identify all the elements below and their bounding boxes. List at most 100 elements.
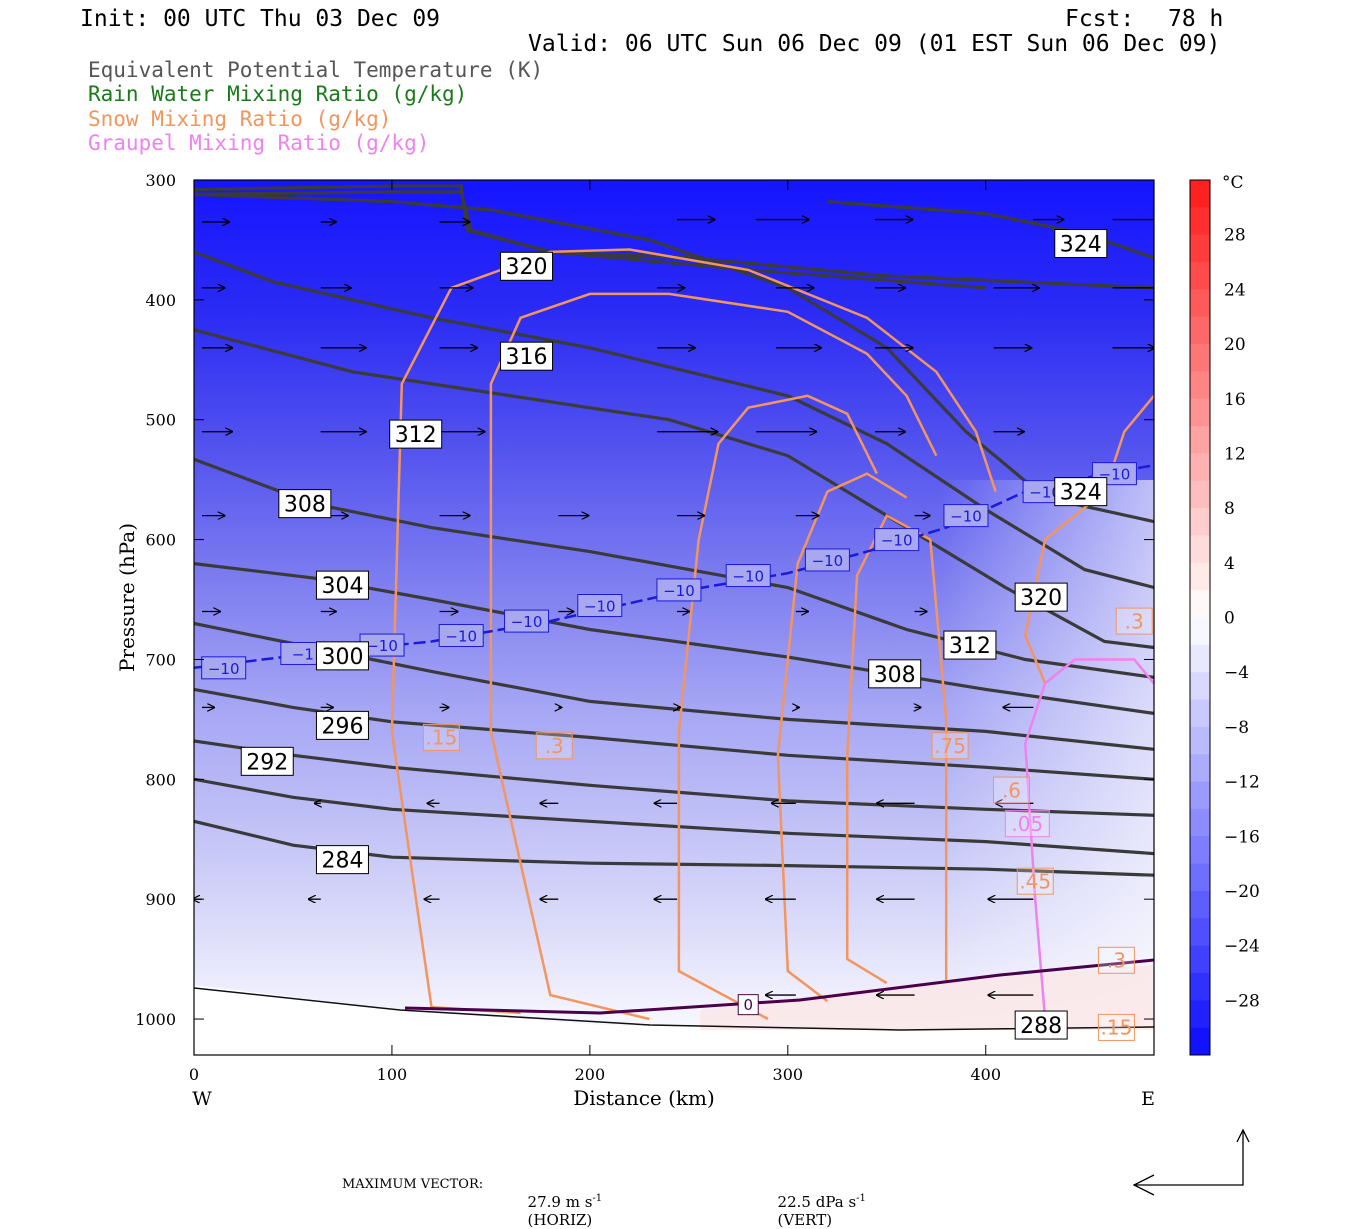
legend-theta-e: Equivalent Potential Temperature (K)	[88, 58, 544, 82]
snow-contours	[390, 248, 1154, 1021]
y-tick-label: 900	[145, 890, 176, 909]
colorbar-band	[1190, 344, 1210, 372]
svg-text:324: 324	[1060, 481, 1102, 506]
contour-label-theta: 308	[278, 489, 332, 519]
colorbar-band	[1190, 617, 1210, 646]
y-tick-label: 700	[145, 650, 176, 669]
theta-e-contour-304	[194, 562, 1154, 715]
colorbar-band	[1190, 781, 1210, 810]
isotherm-label: −10	[577, 594, 623, 618]
legend-rain: Rain Water Mixing Ratio (g/kg)	[88, 82, 468, 106]
svg-text:−10: −10	[732, 568, 764, 586]
svg-text:296: 296	[321, 714, 363, 739]
colorbar-band	[1190, 726, 1210, 755]
snow-contour-.75	[845, 513, 948, 985]
colorbar-band	[1190, 398, 1210, 427]
colorbar-tick-label: −8	[1224, 718, 1249, 738]
contour-label-theta: 324	[1054, 229, 1108, 259]
svg-text:.15: .15	[426, 726, 458, 750]
isotherm-label: −10	[438, 623, 484, 647]
theta-e-contour-288	[194, 777, 1154, 856]
svg-text:284: 284	[321, 849, 363, 874]
contour-labels: 320 324 316 312 308 324 304 320 312 300 308 296 292 2…	[240, 229, 1153, 1041]
colorbar-band	[1190, 262, 1210, 290]
theta-e-contour-296	[194, 687, 1154, 781]
svg-text:304: 304	[321, 574, 363, 599]
isotherm-label: −10	[804, 548, 850, 572]
svg-text:.45: .45	[1019, 869, 1051, 893]
colorbar-tick-label: 24	[1224, 280, 1246, 300]
valid-time: Valid: 06 UTC Sun 06 Dec 09 (01 EST Sun …	[528, 31, 1221, 57]
colorbar-tick-label: 4	[1224, 554, 1235, 574]
colorbar-frame	[1189, 179, 1211, 1056]
isotherm-line	[194, 464, 1154, 670]
svg-text:−10: −10	[1029, 484, 1061, 502]
svg-text:320: 320	[506, 255, 548, 280]
svg-text:−10: −10	[950, 508, 982, 526]
svg-text:308: 308	[284, 493, 326, 518]
theta-e-contour-324	[827, 200, 1154, 260]
contour-label-snow: .3	[535, 732, 573, 760]
graupel-contours	[1024, 658, 1154, 1020]
y-tick-label: 500	[145, 411, 176, 430]
zero-isotherm	[194, 987, 1154, 1031]
max-horiz-unit: (HORIZ)	[527, 1211, 593, 1229]
plot-frame	[193, 179, 1155, 1056]
svg-text:−10: −10	[663, 582, 695, 600]
snow-contour-.45	[677, 394, 879, 1021]
contour-label-snow: .15	[422, 723, 460, 751]
contour-label-theta: 320	[500, 251, 554, 281]
contour-label-theta: 320	[1014, 582, 1068, 612]
svg-text:−10: −10	[881, 532, 913, 550]
colorbar-band	[1190, 836, 1210, 865]
contour-label-theta: 296	[315, 710, 369, 740]
colorbar-band	[1190, 562, 1210, 591]
max-vert-unit: (VERT)	[777, 1211, 833, 1229]
colorbar-band	[1190, 207, 1210, 236]
colorbar-tick-label: 12	[1224, 444, 1246, 464]
reference-vector-icon	[1132, 1128, 1250, 1196]
max-vert-exp: -1	[856, 1193, 866, 1204]
colorbar-tick-label: −4	[1224, 663, 1249, 683]
svg-text:316: 316	[506, 345, 548, 370]
colorbar-band	[1190, 426, 1210, 454]
colorbar-band	[1190, 316, 1210, 345]
colorbar-tick-label: 8	[1224, 499, 1235, 519]
contour-label-graupel: .05	[1004, 810, 1050, 838]
max-vert-value: 22.5 dPa s	[777, 1193, 857, 1211]
max-vert-vector: 22.5 dPa s-1 (VERT)	[768, 1175, 866, 1229]
svg-text:320: 320	[1020, 586, 1062, 611]
y-tick-label: 1000	[135, 1010, 176, 1029]
svg-text:.75: .75	[934, 734, 966, 758]
snow-contour-.6	[776, 472, 908, 1003]
east-label: E	[1141, 1088, 1155, 1110]
legend-graupel: Graupel Mixing Ratio (g/kg)	[88, 131, 430, 155]
x-tick-label: 400	[970, 1065, 1001, 1084]
svg-text:−10: −10	[511, 613, 543, 631]
colorbar-band	[1190, 863, 1210, 892]
svg-text:−10: −10	[366, 637, 398, 655]
colorbar-band	[1190, 1000, 1210, 1029]
colorbar-band	[1190, 535, 1210, 564]
graupel-contour-.05	[1024, 658, 1154, 1020]
colorbar-tick-label: 28	[1224, 226, 1246, 246]
contour-label-theta: 288	[1014, 1010, 1068, 1040]
svg-text:.3: .3	[1107, 949, 1126, 973]
svg-text:−10: −10	[445, 627, 477, 645]
colorbar-band	[1190, 699, 1210, 728]
svg-text:.3: .3	[1125, 609, 1144, 633]
contour-label-theta: 284	[315, 845, 369, 875]
max-vector-label: MAXIMUM VECTOR:	[342, 1177, 484, 1192]
forecast-hours: 78 h	[1168, 6, 1224, 32]
svg-text:308: 308	[874, 663, 916, 688]
colorbar-tick-label: −12	[1224, 773, 1260, 793]
colorbar-band	[1190, 890, 1210, 919]
colorbar-tick-label: −24	[1224, 937, 1260, 957]
svg-text:−10: −10	[208, 660, 240, 678]
contour-label-theta: 308	[868, 659, 922, 689]
contour-label-snow: .3	[1097, 946, 1135, 974]
colorbar-tick-label: 20	[1224, 335, 1246, 355]
theta-e-contour-308	[194, 457, 1154, 679]
colorbar-tick-label: −20	[1224, 882, 1260, 902]
svg-text:.15: .15	[1100, 1016, 1132, 1040]
